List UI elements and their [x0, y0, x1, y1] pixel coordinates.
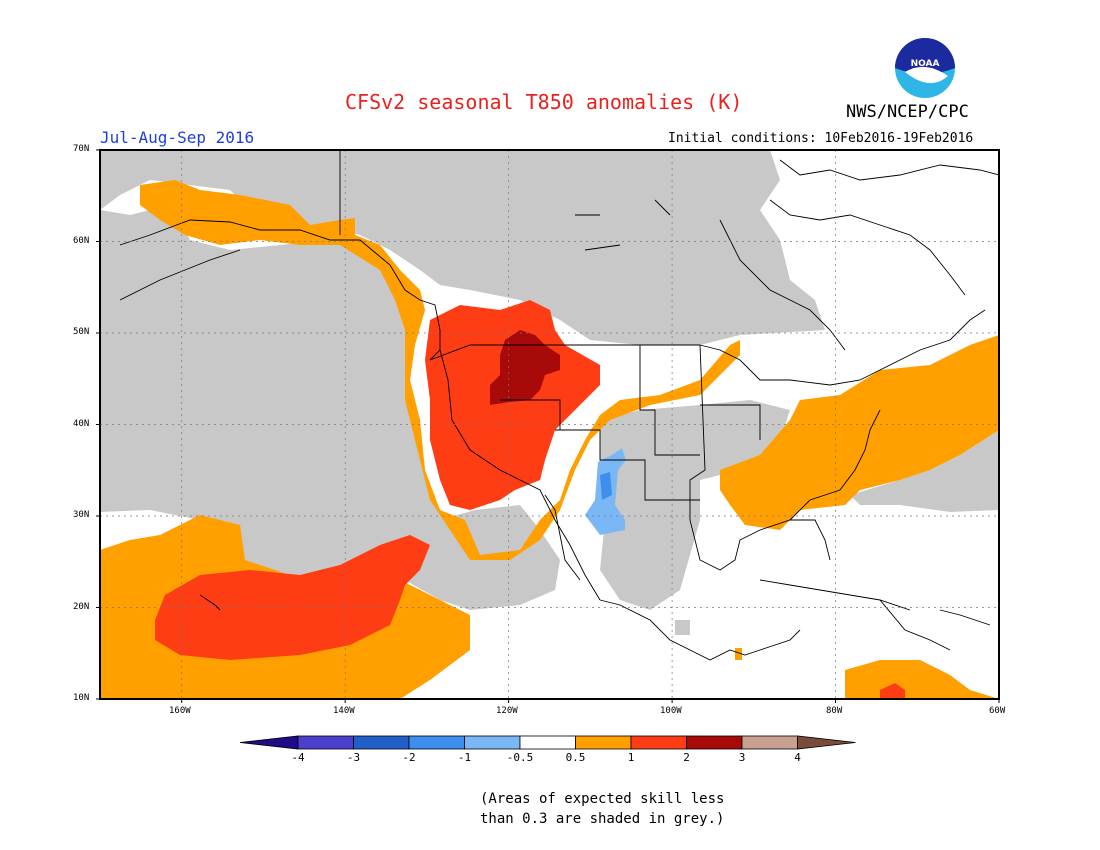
colorbar-label: 1 — [627, 751, 635, 764]
colorbar-swatch — [464, 735, 521, 750]
lat-label: 40N — [73, 419, 90, 429]
colorbar-swatch — [741, 735, 798, 750]
noaa-logo: NOAA — [895, 38, 955, 98]
colorbar-label: 4 — [794, 751, 801, 764]
orange-area-central-america — [735, 648, 742, 660]
colorbar-label: -2 — [402, 751, 416, 764]
skill-note-line1: (Areas of expected skill less — [480, 791, 725, 807]
map-title: CFSv2 seasonal T850 anomalies (K) — [345, 90, 743, 114]
colorbar-swatch — [797, 735, 856, 750]
graticule — [100, 150, 999, 699]
red-area-caribbean — [880, 683, 905, 699]
colorbar-label: 2 — [683, 751, 690, 764]
orange-area-alaska — [140, 180, 740, 560]
colorbar-label: -3 — [346, 751, 361, 764]
lon-label: 140W — [333, 706, 355, 716]
colorbar-swatch — [686, 735, 743, 750]
grey-skill-area-north-pacific — [100, 205, 445, 580]
grey-skill-area-atlantic — [850, 430, 999, 512]
lon-label: 80W — [826, 706, 843, 716]
lat-label: 20N — [73, 602, 90, 612]
lon-label: 120W — [496, 706, 518, 716]
colorbar-label: 0.5 — [565, 751, 586, 764]
lat-label: 70N — [73, 144, 90, 154]
lat-label: 30N — [73, 510, 90, 520]
grey-skill-area-central-us — [600, 400, 790, 610]
colorbar-swatch — [575, 735, 632, 750]
lon-label: 100W — [660, 706, 682, 716]
logo-text: NOAA — [911, 59, 940, 69]
colorbar-label: -4 — [291, 751, 305, 764]
colorbar-label: 3 — [738, 751, 746, 764]
colorbar-swatch — [519, 735, 576, 750]
initial-conditions-label: Initial conditions: 10Feb2016-19Feb2016 — [668, 131, 974, 146]
colorbar-swatch — [297, 735, 354, 750]
lat-label: 10N — [73, 693, 90, 703]
colorbar-swatch — [630, 735, 687, 750]
lon-label: 60W — [989, 706, 1006, 716]
red-area-pacific-subtropics — [155, 535, 430, 660]
lat-label: 50N — [73, 327, 90, 337]
map-shading — [100, 150, 999, 699]
colorbar-swatch — [408, 735, 465, 750]
coastlines — [119, 150, 999, 661]
axis-ticks — [96, 149, 1000, 703]
orange-area-southeast-us — [720, 335, 999, 530]
colorbar-swatch — [239, 735, 299, 750]
colorbar-swatch — [353, 735, 410, 750]
grey-skill-area-canada — [340, 150, 825, 345]
lon-label: 160W — [169, 706, 191, 716]
colorbar-label: -1 — [457, 751, 472, 764]
lat-label: 60N — [73, 236, 90, 246]
grey-skill-area-caribbean — [675, 620, 690, 635]
dark-red-area-northwest-us — [490, 330, 560, 405]
colorbar — [239, 735, 856, 750]
colorbar-label: -0.5 — [506, 751, 534, 764]
season-label: Jul-Aug-Sep 2016 — [100, 128, 255, 147]
skill-note-line2: than 0.3 are shaded in grey.) — [480, 811, 725, 827]
mid-blue-area-southwest-us — [600, 472, 612, 500]
agency-label: NWS/NCEP/CPC — [846, 102, 969, 122]
